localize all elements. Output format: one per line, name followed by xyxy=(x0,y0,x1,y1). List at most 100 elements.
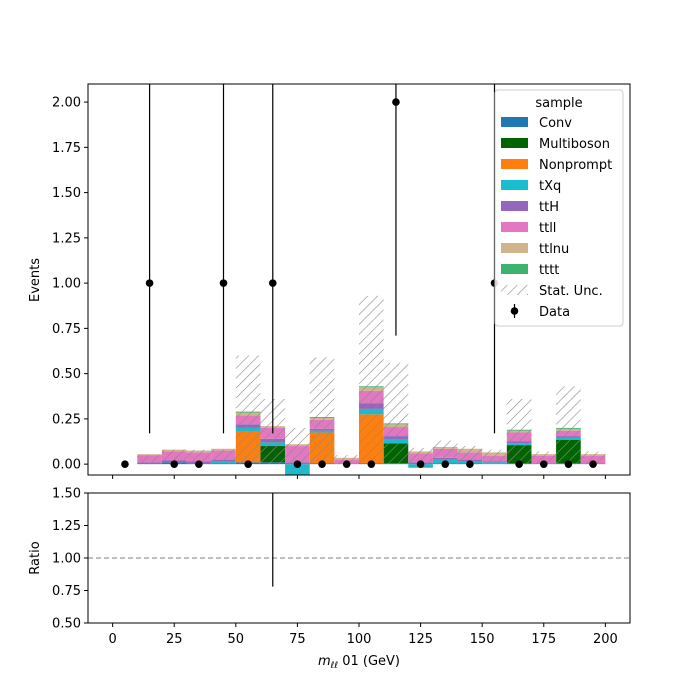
ratio-x-tick-label: 200 xyxy=(593,632,618,647)
bar-ttlnu-bin-0 xyxy=(137,454,162,456)
legend-label: tttt xyxy=(539,263,559,278)
legend-items: Conv Multiboson Nonprompt tXq ttH ttll ttlnu tt… xyxy=(501,116,612,320)
ratio-y-tick-label: 1.00 xyxy=(52,552,81,567)
legend-item-txq: tXq xyxy=(501,179,561,194)
main-y-tick: 0.00 xyxy=(52,458,88,473)
legend: sample Conv Multiboson Nonprompt tXq ttH ttll… xyxy=(494,89,624,327)
legend-label: Nonprompt xyxy=(539,158,612,173)
stat-unc-bin-13 xyxy=(457,446,483,465)
x-axis-label: mℓℓ 01 (GeV) xyxy=(318,654,400,671)
data-point-8 xyxy=(318,460,326,468)
data-point-16 xyxy=(515,460,523,468)
ratio-x-tick-label: 100 xyxy=(347,632,372,647)
stat-unc-bin-11 xyxy=(408,447,433,468)
ratio-x-tick-label: 150 xyxy=(470,632,495,647)
ratio-x-tick-label: 125 xyxy=(408,632,433,647)
stat-unc-bin-17 xyxy=(556,386,581,465)
main-y-tick-label: 0.50 xyxy=(52,367,81,382)
data-point-12 xyxy=(416,460,425,468)
ratio-y-tick: 1.25 xyxy=(52,519,88,534)
stat-unc-bin-6 xyxy=(285,427,310,475)
legend-label: Conv xyxy=(539,116,572,131)
main-y-tick: 1.75 xyxy=(52,141,88,156)
legend-item-stat-unc: Stat. Unc. xyxy=(501,284,603,299)
legend-swatch xyxy=(501,264,528,274)
stat-unc-bin-4 xyxy=(235,355,261,465)
main-y-tick: 2.00 xyxy=(52,96,88,111)
legend-swatch xyxy=(501,243,528,253)
stat-unc-bin-2 xyxy=(186,449,212,465)
legend-item-tth: ttH xyxy=(501,200,559,215)
data-point-9 xyxy=(342,460,351,468)
stat-unc-bin-12 xyxy=(432,440,458,465)
legend-label: ttH xyxy=(539,200,559,215)
legend-swatch xyxy=(501,180,528,190)
data-point-0 xyxy=(121,460,129,468)
main-y-tick-label: 1.75 xyxy=(52,141,81,156)
ratio-x-tick: 150 xyxy=(470,623,495,647)
main-y-tick: 0.75 xyxy=(52,322,88,337)
ratio-x-tick: 175 xyxy=(531,623,556,647)
data-point-17 xyxy=(539,460,548,468)
main-y-tick-label: 1.50 xyxy=(52,186,81,201)
ratio-x-tick: 100 xyxy=(347,623,372,647)
ratio-plot-area xyxy=(88,493,630,587)
stat-unc-bin-14 xyxy=(482,449,507,465)
legend-swatch xyxy=(501,159,528,169)
main-y-tick-label: 0.00 xyxy=(52,458,81,473)
legend-swatch xyxy=(501,138,528,148)
data-point-5 xyxy=(244,460,252,468)
ratio-x-tick: 0 xyxy=(108,623,117,647)
ratio-x-tick: 125 xyxy=(408,623,433,647)
stat-unc-bin-1 xyxy=(161,449,187,465)
ratio-x-tick: 25 xyxy=(166,623,183,647)
main-y-tick: 0.25 xyxy=(52,412,88,427)
legend-item-tttt: tttt xyxy=(501,263,559,278)
ratio-y-tick: 0.75 xyxy=(52,584,88,599)
legend-label: Data xyxy=(539,305,570,320)
data-point-11 xyxy=(392,84,400,336)
ratio-point-0 xyxy=(272,493,274,587)
stat-unc-bin-10 xyxy=(383,362,409,465)
legend-label: Multiboson xyxy=(539,137,610,152)
main-x-axis xyxy=(112,475,606,479)
data-point-18 xyxy=(564,460,573,468)
ratio-y-tick: 0.50 xyxy=(52,617,88,632)
data-point-6 xyxy=(268,84,277,434)
ratio-x-tick: 200 xyxy=(593,623,618,647)
legend-item-ttll: ttll xyxy=(501,221,556,236)
stat-unc-bin-16 xyxy=(531,451,557,465)
main-y-tick-label: 1.00 xyxy=(52,277,81,292)
legend-label: ttll xyxy=(539,221,556,236)
ratio-y-axis-label: Ratio xyxy=(28,541,43,574)
data-point-13 xyxy=(441,460,450,468)
data-point-3 xyxy=(195,460,203,468)
data-point-1 xyxy=(145,84,154,434)
ratio-x-axis: 0 25 50 75 100 125 150 175 200 xyxy=(108,623,618,647)
main-panel: 0.00 0.25 0.50 0.75 1.00 1.25 1.50 1.75 2.00 Eve… xyxy=(28,83,631,479)
legend-item-ttlnu: ttlnu xyxy=(501,242,569,257)
legend-swatch xyxy=(501,285,528,295)
ratio-y-tick: 1.00 xyxy=(52,552,88,567)
legend-title: sample xyxy=(535,96,582,111)
main-plot-area xyxy=(121,84,606,475)
ratio-x-tick: 50 xyxy=(228,623,245,647)
legend-swatch xyxy=(501,222,528,232)
data-point-7 xyxy=(293,460,302,468)
data-point-10 xyxy=(367,460,376,468)
stat-unc-bin-18 xyxy=(580,451,606,465)
legend-item-conv: Conv xyxy=(501,116,572,131)
legend-label: ttlnu xyxy=(539,242,569,257)
main-y-tick: 1.25 xyxy=(52,231,88,246)
ratio-x-tick-label: 50 xyxy=(228,632,245,647)
data-point-14 xyxy=(466,460,474,468)
data-point-19 xyxy=(589,460,597,468)
stat-unc-bin-0 xyxy=(137,455,162,465)
data-point-2 xyxy=(170,460,179,468)
ratio-x-tick-label: 175 xyxy=(531,632,556,647)
main-y-tick: 1.50 xyxy=(52,186,88,201)
legend-item-data: Data xyxy=(510,304,570,320)
legend-item-nonprompt: Nonprompt xyxy=(501,158,612,173)
stat-unc-bin-8 xyxy=(334,455,359,465)
